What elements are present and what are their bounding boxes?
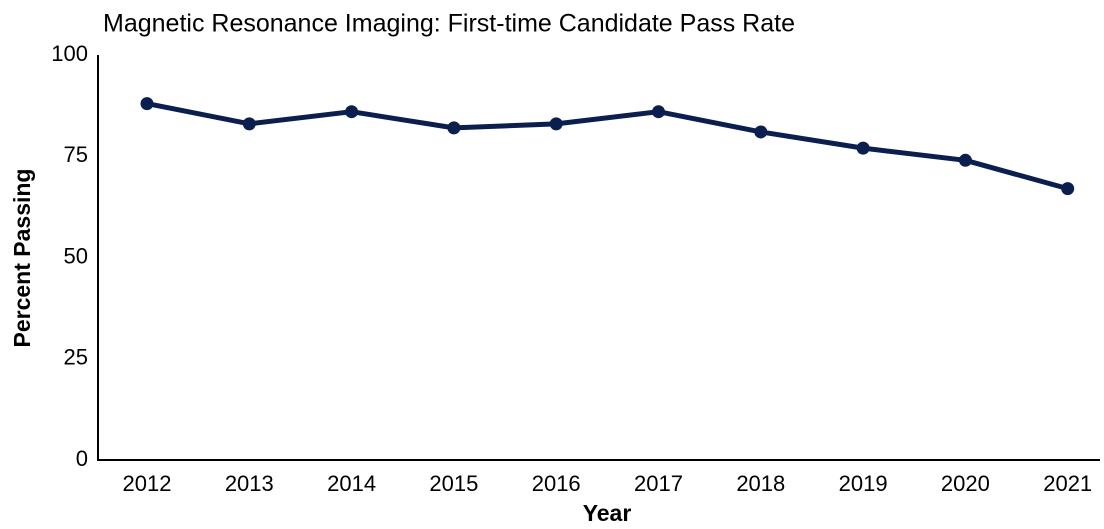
x-tick-label: 2013: [225, 471, 274, 496]
x-tick-label: 2012: [123, 471, 172, 496]
marker: [447, 121, 461, 135]
marker: [856, 141, 870, 155]
y-tick-label: 100: [51, 41, 88, 66]
x-tick-label: 2017: [634, 471, 683, 496]
marker: [345, 105, 359, 119]
line: [146, 101, 1069, 192]
marker: [140, 97, 154, 111]
y-tick-label: 0: [76, 446, 88, 471]
y-tick-label: 50: [64, 243, 88, 268]
y-tick-label: 25: [64, 345, 88, 370]
y-axis-title: Percent Passing: [9, 169, 35, 348]
marker: [754, 125, 768, 139]
marker: [1061, 182, 1075, 196]
chart-title: Magnetic Resonance Imaging: First-time C…: [103, 10, 795, 38]
x-tick-label: 2014: [327, 471, 376, 496]
marker: [958, 153, 972, 167]
x-tick-label: 2018: [736, 471, 785, 496]
x-tick-label: 2021: [1043, 471, 1092, 496]
marker: [652, 105, 665, 119]
x-tick-label: 2016: [532, 471, 581, 496]
marker: [549, 117, 563, 131]
x-axis-title: Year: [583, 500, 632, 526]
marker: [242, 117, 256, 131]
y-tick-label: 75: [64, 142, 88, 167]
x-tick-label: 2015: [429, 471, 478, 496]
x-tick-label: 2020: [941, 471, 990, 496]
x-tick-label: 2019: [839, 471, 888, 496]
